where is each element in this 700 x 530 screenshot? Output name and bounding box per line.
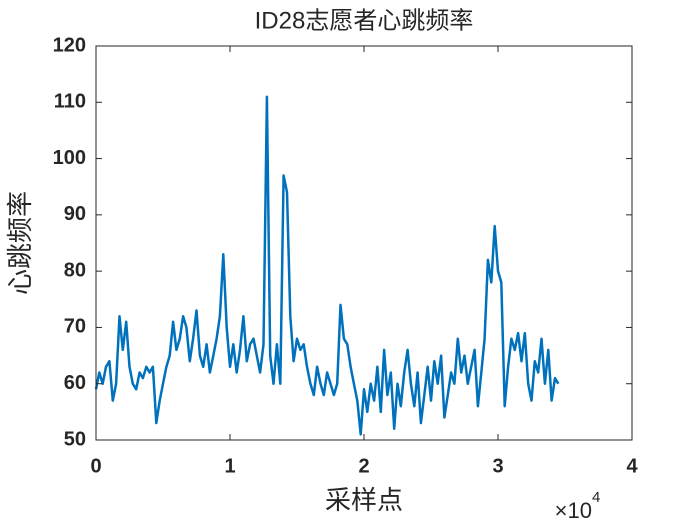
- x-tick-label: 2: [358, 455, 369, 477]
- y-tick-label: 120: [53, 34, 86, 56]
- y-tick-label: 50: [64, 428, 86, 450]
- x-multiplier-exponent: 4: [592, 489, 600, 506]
- x-tick-label: 3: [492, 455, 503, 477]
- data-line: [94, 95, 560, 436]
- y-tick-label: 70: [64, 316, 86, 338]
- y-tick-label: 80: [64, 259, 86, 281]
- x-multiplier: ×10: [555, 498, 592, 523]
- y-tick-label: 110: [54, 91, 86, 113]
- x-tick-label: 4: [626, 455, 638, 477]
- y-axis-label: 心跳频率: [5, 191, 35, 295]
- y-tick-label: 100: [53, 147, 86, 169]
- x-tick-label: 0: [90, 455, 101, 477]
- y-tick-label: 60: [64, 372, 86, 394]
- x-tick-label: 1: [224, 455, 235, 477]
- y-tick-label: 90: [64, 203, 86, 225]
- x-axis-label: 采样点: [325, 485, 403, 515]
- chart-title: ID28志愿者心跳频率: [255, 7, 474, 34]
